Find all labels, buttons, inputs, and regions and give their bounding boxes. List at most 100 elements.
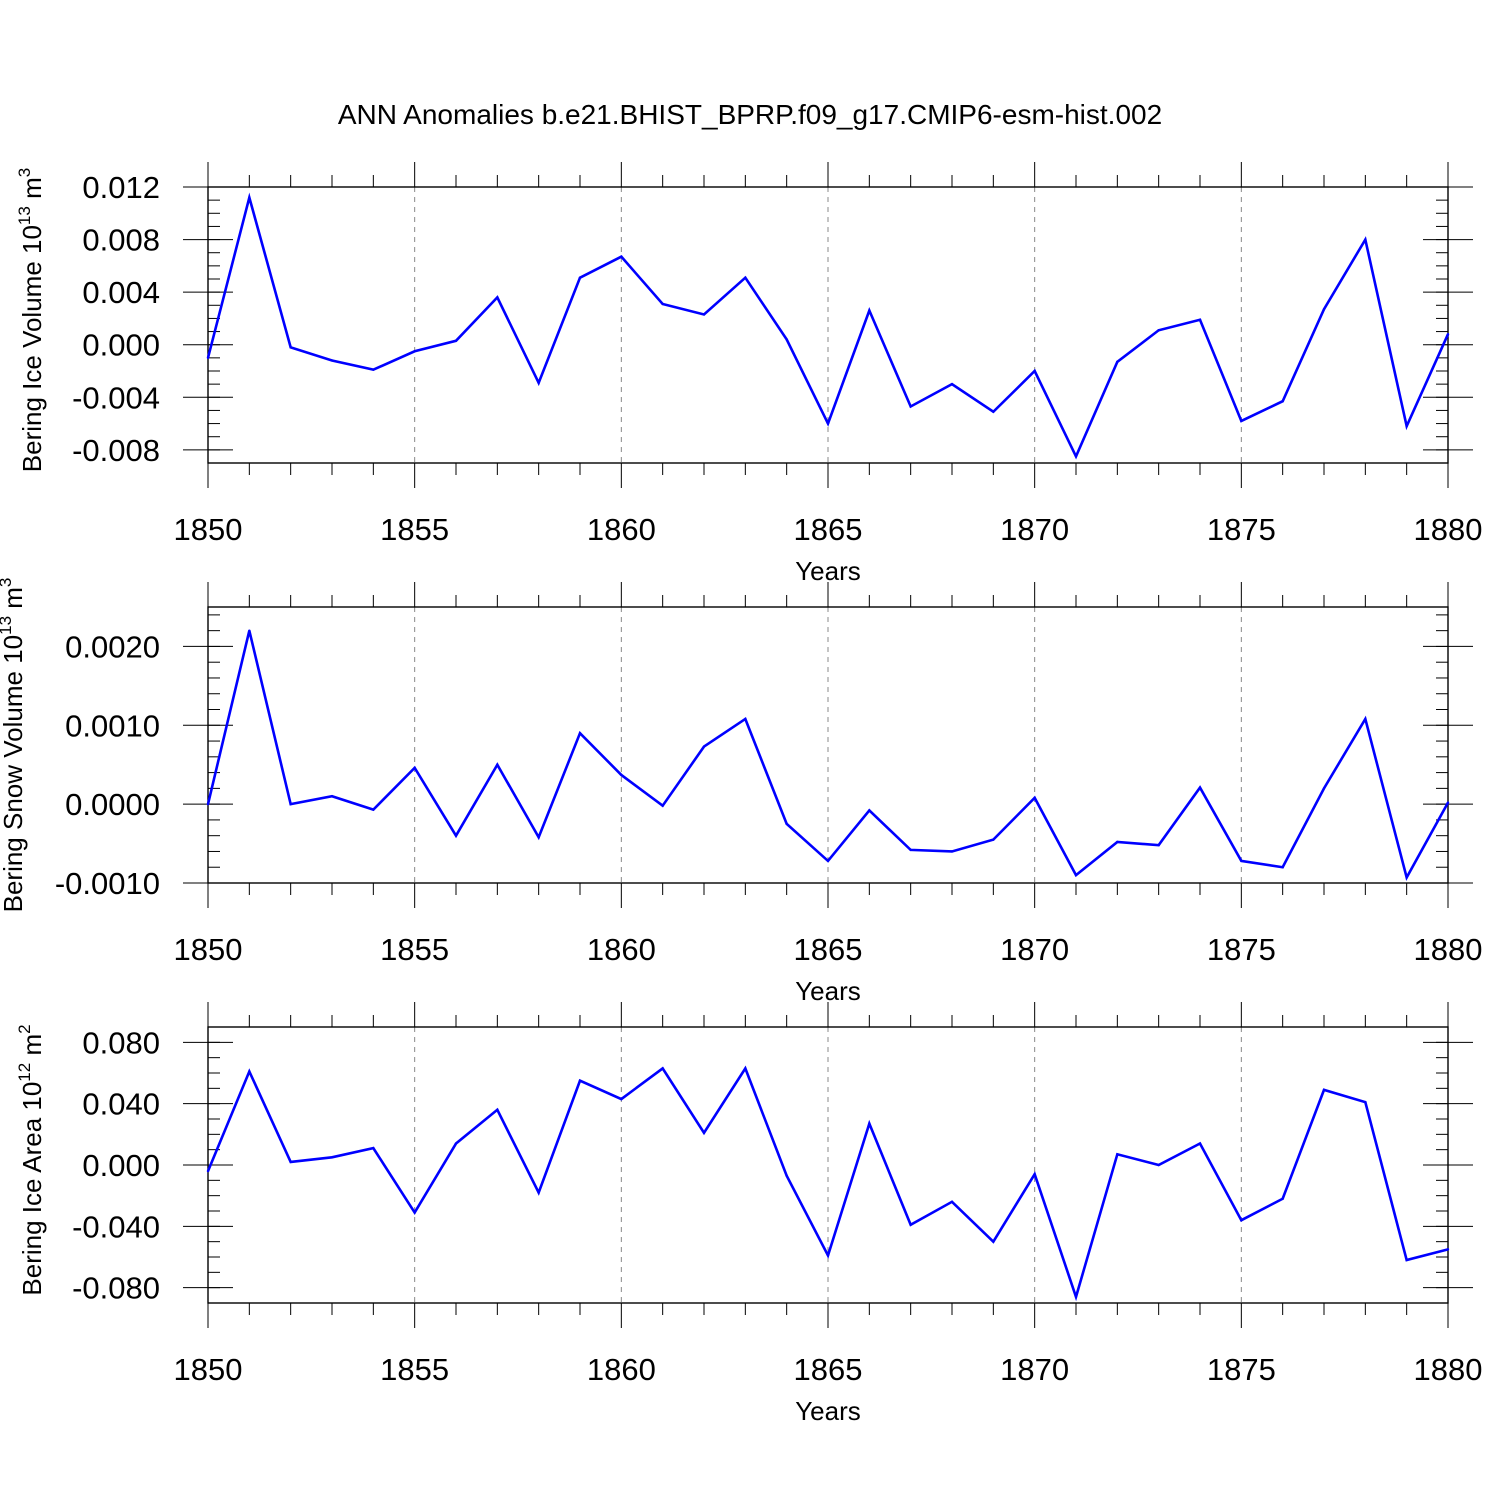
data-point	[372, 808, 375, 811]
data-point	[537, 836, 540, 839]
data-point	[1157, 329, 1160, 332]
data-point	[1446, 1248, 1450, 1251]
data-point	[620, 1097, 623, 1101]
y-tick-label: -0.080	[72, 1271, 160, 1306]
data-point	[330, 359, 334, 362]
data-point	[1405, 876, 1408, 879]
x-tick-label: 1870	[1000, 932, 1069, 967]
data-point	[289, 802, 292, 806]
data-point	[661, 804, 664, 807]
x-tick-label: 1875	[1207, 512, 1276, 547]
data-point	[785, 1174, 788, 1177]
y-tick-label: -0.0010	[55, 866, 160, 901]
data-point	[1157, 1163, 1160, 1167]
x-tick-label: 1880	[1414, 932, 1483, 967]
data-point	[620, 773, 623, 777]
data-point	[702, 1131, 706, 1135]
x-tick-label: 1860	[587, 512, 656, 547]
data-point	[1364, 1100, 1367, 1104]
data-point	[537, 381, 540, 385]
data-point	[661, 302, 664, 306]
y-tick-label: 0.004	[82, 275, 160, 310]
y-tick-label: 0.008	[82, 223, 160, 258]
data-point	[909, 848, 912, 852]
data-point	[1198, 786, 1202, 789]
data-point	[206, 356, 210, 360]
data-point	[1074, 455, 1078, 458]
x-tick-label: 1875	[1207, 932, 1276, 967]
y-axis-label: Bering Ice Volume 1013 m3	[15, 168, 47, 472]
x-tick-label: 1855	[380, 932, 449, 967]
data-point	[578, 276, 582, 279]
data-point	[289, 1160, 292, 1164]
data-point	[744, 1067, 747, 1070]
data-point	[578, 1079, 582, 1082]
data-point	[620, 255, 623, 258]
data-point	[330, 795, 334, 798]
data-point	[248, 1070, 251, 1073]
data-point	[578, 731, 582, 735]
y-axis-label-part: Bering Ice Area 10	[17, 1082, 47, 1296]
data-point	[868, 809, 871, 812]
data-point	[785, 338, 788, 341]
x-axis-label: Years	[795, 1396, 861, 1426]
x-tick-label: 1865	[794, 1352, 863, 1387]
y-tick-label: 0.040	[82, 1087, 160, 1122]
data-point	[950, 1200, 954, 1204]
data-point	[1116, 1153, 1119, 1156]
data-point	[909, 1223, 912, 1227]
data-point	[330, 1156, 334, 1159]
data-point	[1198, 318, 1202, 321]
data-point	[785, 822, 788, 826]
data-point	[1198, 1142, 1202, 1145]
data-point	[496, 296, 499, 299]
y-axis-label-part: Bering Ice Volume 10	[17, 225, 47, 472]
x-tick-label: 1865	[794, 512, 863, 547]
y-axis-label-part: m	[17, 177, 47, 206]
data-point	[1033, 1173, 1036, 1176]
y-tick-label: 0.012	[82, 170, 160, 205]
data-point	[248, 629, 251, 632]
data-point	[413, 1211, 416, 1214]
y-axis-label-part: Bering Snow Volume 10	[0, 635, 28, 913]
data-point	[206, 802, 210, 806]
data-point	[744, 276, 747, 279]
x-tick-label: 1865	[794, 932, 863, 967]
panel-3: 0.080 0.040 0.000 -0.040 -0.080 1850 1855 1860 1…	[15, 1002, 1482, 1426]
panels: 0.012 0.008 0.004 0.000 -0.004 -0.008 1850 1855…	[0, 162, 1482, 1426]
data-point	[496, 1108, 499, 1112]
y-axis-label-superscript: 3	[0, 578, 15, 587]
data-point	[1074, 1295, 1078, 1299]
y-axis-label-superscript: 12	[15, 1063, 34, 1082]
data-point	[537, 1191, 540, 1194]
figure-title: ANN Anomalies b.e21.BHIST_BPRP.f09_g17.C…	[338, 99, 1162, 130]
data-point	[372, 1146, 375, 1150]
x-tick-label: 1850	[174, 932, 243, 967]
data-point	[909, 405, 912, 408]
data-point	[826, 422, 830, 425]
y-tick-label: 0.080	[82, 1025, 160, 1060]
x-tick-label: 1850	[174, 512, 243, 547]
data-point	[496, 763, 499, 766]
data-point	[868, 309, 871, 312]
data-point	[1446, 801, 1450, 804]
data-point	[744, 717, 747, 721]
data-point	[1281, 400, 1284, 403]
data-point	[868, 1122, 871, 1125]
data-point	[1322, 308, 1326, 311]
y-axis-label-part: m	[17, 1034, 47, 1063]
x-tick-label: 1855	[380, 1352, 449, 1387]
x-axis-label: Years	[795, 556, 861, 586]
y-axis-label: Bering Snow Volume 1013 m3	[0, 578, 28, 913]
data-point	[992, 1240, 995, 1243]
data-point	[248, 196, 251, 199]
data-point	[950, 382, 954, 386]
y-axis-label-superscript: 13	[15, 206, 34, 225]
data-point	[661, 1067, 664, 1070]
data-point	[1074, 873, 1078, 877]
data-point	[454, 1142, 458, 1145]
x-tick-label: 1880	[1414, 512, 1483, 547]
data-point	[1364, 238, 1367, 241]
data-point	[413, 766, 416, 770]
x-tick-label: 1860	[587, 1352, 656, 1387]
